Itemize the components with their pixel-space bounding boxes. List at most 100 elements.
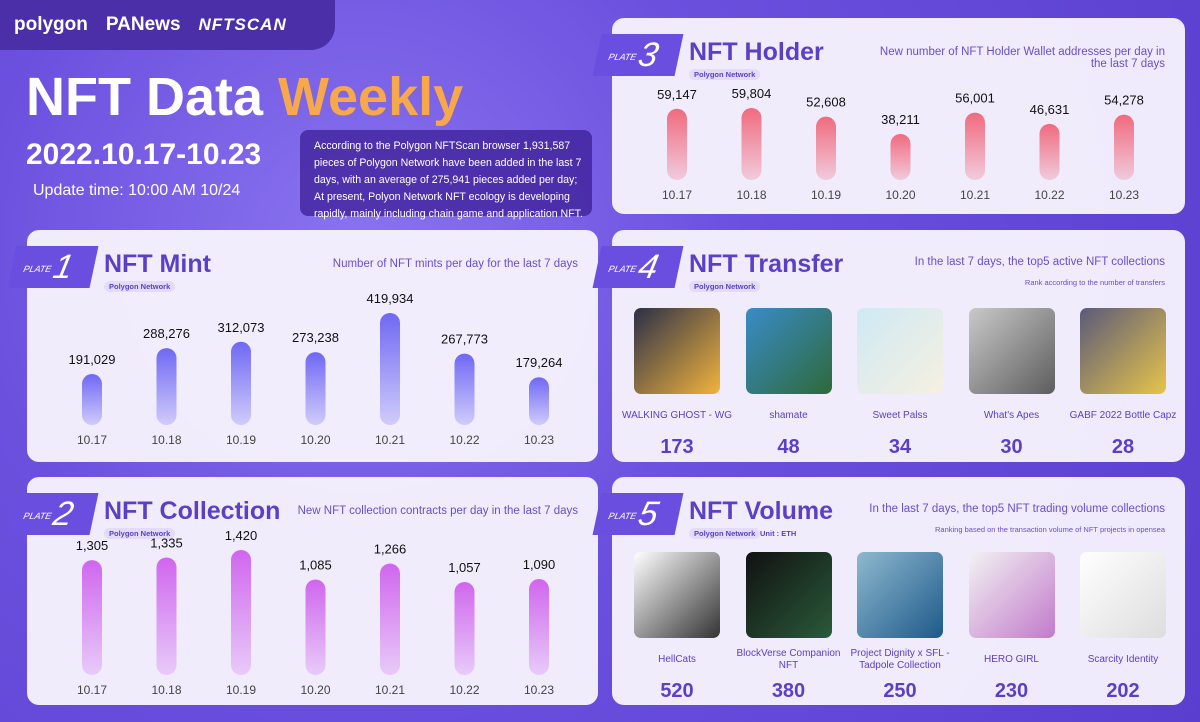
collection-value: 48 xyxy=(777,436,800,458)
x-tick-label: 10.22 xyxy=(1034,188,1064,202)
x-tick-label: 10.17 xyxy=(77,433,107,447)
x-tick-label: 10.20 xyxy=(300,433,330,447)
collection-name: Project Dignity x SFL - Tadpole Collecti… xyxy=(850,648,950,671)
x-tick-label: 10.20 xyxy=(885,188,915,202)
collection-item: HellCats 520 xyxy=(622,552,732,703)
collection-image xyxy=(968,308,1055,394)
panel-subtitle: New NFT collection contracts per day in … xyxy=(297,505,578,517)
data-label: 273,238 xyxy=(292,330,339,345)
chart-panel: PLATE 1 NFT Mint Polygon Network Number of N… xyxy=(7,230,598,462)
data-label: 38,211 xyxy=(881,112,920,127)
title: NFT Data xyxy=(26,67,264,127)
bar xyxy=(156,557,177,675)
logo: NFTSCAN xyxy=(198,15,287,34)
data-label: 1,266 xyxy=(374,542,407,557)
logo: polygon xyxy=(14,14,88,35)
bar xyxy=(816,116,836,180)
data-label: 1,335 xyxy=(150,535,183,550)
data-label: 1,420 xyxy=(225,528,258,543)
x-tick-label: 10.23 xyxy=(524,683,554,697)
bar xyxy=(454,581,475,675)
panel-title: NFT Collection xyxy=(104,497,281,525)
date-range: 2022.10.17-10.23 xyxy=(26,138,262,171)
bar xyxy=(529,579,549,675)
collection-name: GABF 2022 Bottle Capz xyxy=(1069,410,1177,421)
unit: Unit : ETH xyxy=(760,529,797,538)
data-label: 419,934 xyxy=(367,291,414,306)
panel-note: Rank according to the number of transfer… xyxy=(1024,278,1165,287)
bar xyxy=(82,374,102,425)
logo-bar: polygon PANews NFTSCAN xyxy=(0,0,335,50)
x-tick-label: 10.21 xyxy=(375,433,405,447)
x-tick-label: 10.21 xyxy=(375,683,405,697)
x-tick-label: 10.20 xyxy=(300,683,330,697)
collection-value: 173 xyxy=(660,436,694,458)
panel-note: Ranking based on the transaction volume … xyxy=(935,525,1165,534)
logo: PANews xyxy=(105,14,181,35)
data-label: 1,090 xyxy=(523,557,556,572)
x-tick-label: 10.17 xyxy=(662,188,692,202)
panel-subtitle: Number of NFT mints per day for the last… xyxy=(332,258,578,270)
data-label: 56,001 xyxy=(955,91,995,106)
plate-tag: PLATE 4 xyxy=(592,246,684,288)
bar xyxy=(667,108,687,180)
network-badge: Polygon Network xyxy=(689,528,761,539)
chart-panel: PLATE 2 NFT Collection Polygon Network New N… xyxy=(7,477,598,705)
data-label: 52,608 xyxy=(806,95,846,110)
summary: According to the Polygon NFTScan browser… xyxy=(300,130,592,220)
collection-name: Sweet Palss xyxy=(872,410,928,421)
collection-item: BlockVerse Companion NFT 380 xyxy=(734,552,844,703)
x-tick-label: 10.18 xyxy=(151,683,181,697)
x-tick-label: 10.19 xyxy=(811,188,841,202)
panel-title: NFT Volume xyxy=(689,497,833,525)
panel-title: NFT Mint xyxy=(104,250,211,278)
collection-value: 230 xyxy=(994,680,1029,702)
bar xyxy=(1114,114,1134,180)
bar xyxy=(454,353,475,425)
x-tick-label: 10.18 xyxy=(736,188,766,202)
collection-image xyxy=(968,552,1055,638)
x-tick-label: 10.18 xyxy=(151,433,181,447)
collection-value: 28 xyxy=(1111,436,1135,458)
collection-image xyxy=(1080,552,1166,638)
x-tick-label: 10.21 xyxy=(960,188,990,202)
data-label: 288,276 xyxy=(143,326,190,341)
data-label: 46,631 xyxy=(1030,102,1070,117)
bar xyxy=(380,563,400,675)
update-time: Update time: 10:00 AM 10/24 xyxy=(33,182,241,199)
plate-number: 4 xyxy=(634,248,662,286)
collection-item: HERO GIRL 230 xyxy=(957,552,1067,703)
x-tick-label: 10.22 xyxy=(449,433,479,447)
network-badge: Polygon Network xyxy=(689,281,761,292)
collection-item: Scarcity Identity 202 xyxy=(1068,552,1178,703)
data-label: 59,804 xyxy=(732,86,772,101)
collection-image xyxy=(634,552,720,638)
bar xyxy=(741,108,762,180)
collection-value: 30 xyxy=(1000,436,1023,458)
plate-label: PLATE xyxy=(607,264,638,274)
bar xyxy=(1039,123,1060,180)
collection-item: Sweet Palss 34 xyxy=(845,308,955,459)
plate-tag: PLATE 5 xyxy=(592,493,684,535)
bar xyxy=(305,579,326,675)
ranking-panel: PLATE 4 NFT Transfer Polygon Network In the … xyxy=(592,230,1185,462)
collection-name: HERO GIRL xyxy=(983,654,1039,665)
title-block: NFT Data Weekly xyxy=(26,66,463,128)
collection-name: HellCats xyxy=(658,654,696,665)
data-label: 1,057 xyxy=(448,560,481,575)
collection-item: What's Apes 30 xyxy=(957,308,1067,459)
title-highlight: Weekly xyxy=(278,67,464,127)
plate-number: 5 xyxy=(634,495,662,533)
collection-name: shamate xyxy=(769,410,808,421)
panel-subtitle: In the last 7 days, the top5 active NFT … xyxy=(914,256,1165,268)
collection-image xyxy=(634,308,720,394)
x-tick-label: 10.23 xyxy=(524,433,554,447)
collection-value: 202 xyxy=(1106,680,1140,702)
bar xyxy=(380,313,400,425)
x-tick-label: 10.22 xyxy=(449,683,479,697)
collection-image xyxy=(857,552,943,638)
network-badge: Polygon Network xyxy=(689,69,761,80)
data-label: 1,085 xyxy=(299,557,332,572)
collection-value: 34 xyxy=(888,436,912,458)
collection-item: Project Dignity x SFL - Tadpole Collecti… xyxy=(845,552,955,703)
